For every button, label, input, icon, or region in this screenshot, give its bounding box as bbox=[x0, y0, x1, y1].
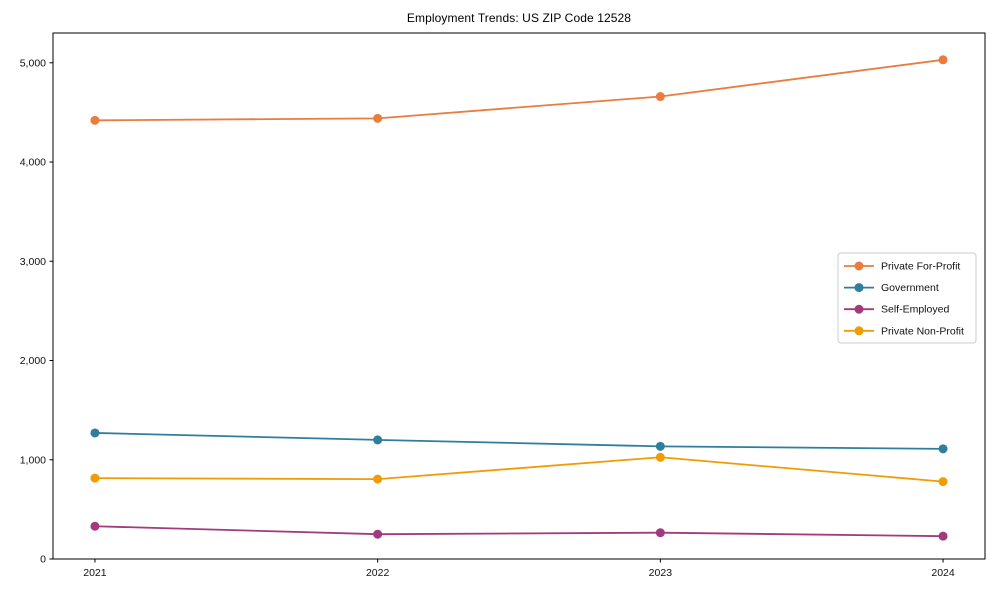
data-point-private-for-profit-2023 bbox=[655, 92, 665, 102]
y-tick-label: 5,000 bbox=[20, 57, 46, 69]
x-tick-label: 2022 bbox=[366, 567, 390, 579]
legend-marker-dot-self-employed bbox=[854, 304, 864, 314]
data-point-self-employed-2023 bbox=[655, 528, 665, 538]
data-point-private-non-profit-2022 bbox=[373, 474, 383, 484]
series-line-private-for-profit bbox=[94, 58, 944, 122]
data-point-private-non-profit-2021 bbox=[90, 473, 100, 483]
legend-marker-dot-private-non-profit bbox=[854, 326, 864, 336]
y-tick-label: 4,000 bbox=[20, 157, 46, 169]
data-point-government-2023 bbox=[655, 441, 665, 451]
data-point-private-for-profit-2021 bbox=[90, 115, 100, 125]
data-point-self-employed-2024 bbox=[938, 531, 948, 541]
legend-marker-dot-private-for-profit bbox=[854, 261, 864, 271]
y-tick-label: 3,000 bbox=[20, 256, 46, 268]
legend-marker-dot-government bbox=[854, 283, 864, 293]
x-tick-label: 2024 bbox=[931, 567, 955, 579]
data-point-private-non-profit-2023 bbox=[655, 452, 665, 462]
x-tick-label: 2021 bbox=[83, 567, 107, 579]
legend-label-self-employed: Self-Employed bbox=[881, 304, 949, 316]
legend-label-government: Government bbox=[881, 282, 939, 294]
y-tick-label: 0 bbox=[40, 554, 46, 566]
series-line-self-employed bbox=[94, 525, 944, 538]
legend-label-private-for-profit: Private For-Profit bbox=[881, 261, 960, 273]
y-tick-label: 2,000 bbox=[20, 355, 46, 367]
data-point-private-for-profit-2024 bbox=[938, 55, 948, 65]
legend-box bbox=[837, 252, 977, 344]
y-tick-label: 1,000 bbox=[20, 454, 46, 466]
series-line-private-non-profit bbox=[94, 456, 944, 483]
data-point-government-2021 bbox=[90, 428, 100, 438]
data-point-private-non-profit-2024 bbox=[938, 477, 948, 487]
data-point-government-2022 bbox=[373, 435, 383, 445]
x-tick-label: 2023 bbox=[649, 567, 673, 579]
chart-title: Employment Trends: US ZIP Code 12528 bbox=[406, 11, 632, 25]
legend-label-private-non-profit: Private Non-Profit bbox=[881, 325, 964, 337]
data-point-private-for-profit-2022 bbox=[373, 113, 383, 123]
data-point-self-employed-2022 bbox=[373, 529, 383, 539]
data-point-government-2024 bbox=[938, 444, 948, 454]
series-line-government bbox=[94, 432, 944, 450]
data-point-self-employed-2021 bbox=[90, 521, 100, 531]
